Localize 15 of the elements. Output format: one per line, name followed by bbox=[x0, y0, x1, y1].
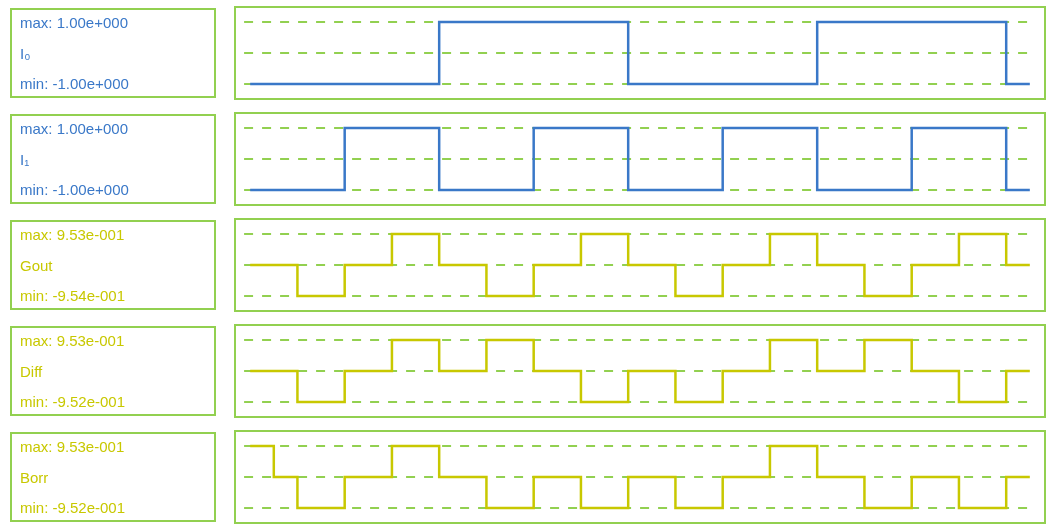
text: max: 9.53e-001 bbox=[20, 332, 125, 349]
text: min: -1.00e+000 bbox=[20, 181, 129, 198]
text: Gout bbox=[20, 257, 54, 274]
text: Diff bbox=[20, 363, 44, 380]
text: min: -9.52e-001 bbox=[20, 499, 126, 516]
text: min: -1.00e+000 bbox=[20, 75, 129, 92]
text: max: 1.00e+000 bbox=[20, 14, 128, 31]
text: min: -9.54e-001 bbox=[20, 287, 126, 304]
text: max: 9.53e-001 bbox=[20, 226, 125, 243]
text: I₀ bbox=[20, 45, 31, 62]
text: max: 1.00e+000 bbox=[20, 120, 128, 137]
text: max: 9.53e-001 bbox=[20, 438, 125, 455]
text: Borr bbox=[20, 469, 49, 486]
text: I₁ bbox=[20, 151, 30, 168]
text: min: -9.52e-001 bbox=[20, 393, 126, 410]
